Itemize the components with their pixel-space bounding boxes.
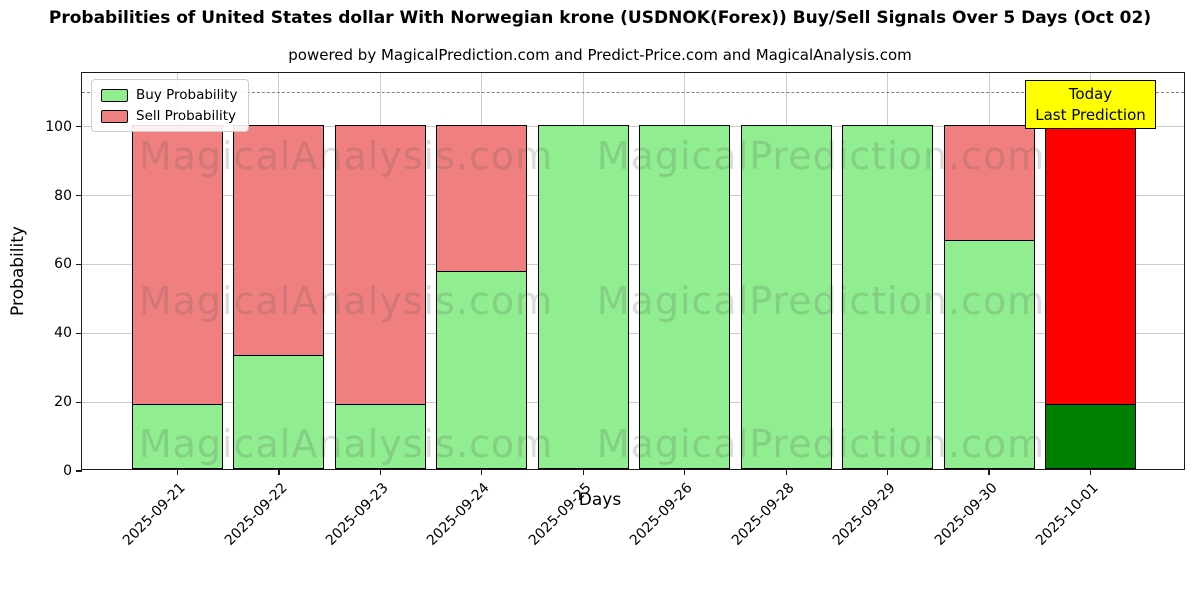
y-gridline [82, 195, 1184, 197]
watermark-magicalprediction: MagicalPrediction.com [596, 279, 1046, 323]
x-tick-mark [176, 469, 179, 475]
bar-segment-sell [1045, 124, 1136, 405]
bar-segment-sell [334, 124, 426, 405]
watermark-magicalanalysis: MagicalAnalysis.com [138, 422, 554, 466]
legend-label-sell: Sell Probability [136, 108, 237, 124]
bar-segment-buy [639, 124, 731, 469]
buy-color-swatch [101, 88, 128, 102]
bar-segment-buy [842, 124, 934, 469]
bar-segment-buy [1045, 403, 1136, 469]
y-tick-label: 0 [63, 463, 72, 479]
threshold-dashed-line [82, 92, 1184, 94]
legend-item-buy: Buy Probability [101, 87, 237, 103]
bar-segment-buy [537, 124, 629, 469]
y-tick-label: 100 [45, 118, 72, 135]
bar-segment-buy [233, 354, 325, 469]
x-tick-mark [481, 469, 483, 475]
bar-segment-buy [740, 124, 832, 469]
today-annotation: Today Last Prediction [1025, 80, 1156, 130]
bar-segment-sell [233, 124, 325, 356]
x-tick-mark [684, 469, 686, 475]
x-tick-mark [785, 469, 787, 475]
sell-color-swatch [101, 109, 128, 123]
x-tick-mark [582, 469, 584, 475]
y-tick-mark [76, 401, 82, 403]
y-tick-mark [76, 126, 82, 128]
bar-segment-sell [132, 124, 223, 405]
y-gridline [82, 332, 1184, 334]
x-tick-mark [379, 469, 381, 475]
x-tick-mark [887, 469, 889, 475]
y-tick-mark [76, 332, 82, 334]
bar-segment-sell [943, 124, 1035, 241]
annotation-line-2: Last Prediction [1035, 105, 1146, 124]
legend: Buy Probability Sell Probability [91, 79, 250, 132]
watermark-magicalanalysis: MagicalAnalysis.com [138, 279, 554, 323]
y-tick-label: 40 [54, 325, 72, 342]
y-gridline [82, 263, 1184, 265]
bar-segment-buy [943, 239, 1035, 469]
x-tick-mark [278, 469, 280, 475]
bar-segment-buy [334, 403, 426, 469]
watermark-magicalanalysis: MagicalAnalysis.com [138, 134, 554, 178]
annotation-line-1: Today [1068, 85, 1113, 103]
bar-segment-buy [436, 270, 528, 469]
legend-label-buy: Buy Probability [136, 87, 238, 103]
watermark-magicalprediction: MagicalPrediction.com [596, 422, 1046, 466]
plot-area: Probability Buy Probability Sell Probabi… [8, 72, 1185, 549]
y-tick-mark [76, 194, 82, 197]
y-tick-label: 20 [54, 394, 72, 411]
legend-item-sell: Sell Probability [101, 108, 237, 124]
y-tick-label: 60 [54, 256, 72, 273]
bar-segment-sell [436, 124, 528, 272]
chart-title: Probabilities of United States dollar Wi… [48, 8, 1152, 28]
x-axis-label: Days [578, 490, 622, 510]
watermark-magicalprediction: MagicalPrediction.com [596, 134, 1046, 178]
x-tick-mark [988, 469, 990, 475]
y-tick-mark [76, 470, 82, 472]
x-tick-mark [1089, 469, 1092, 475]
chart-subtitle: powered by MagicalPrediction.com and Pre… [288, 46, 912, 64]
y-tick-label: 80 [54, 187, 72, 204]
y-tick-mark [76, 263, 82, 265]
y-gridline [82, 401, 1184, 403]
y-gridline [82, 126, 1184, 128]
